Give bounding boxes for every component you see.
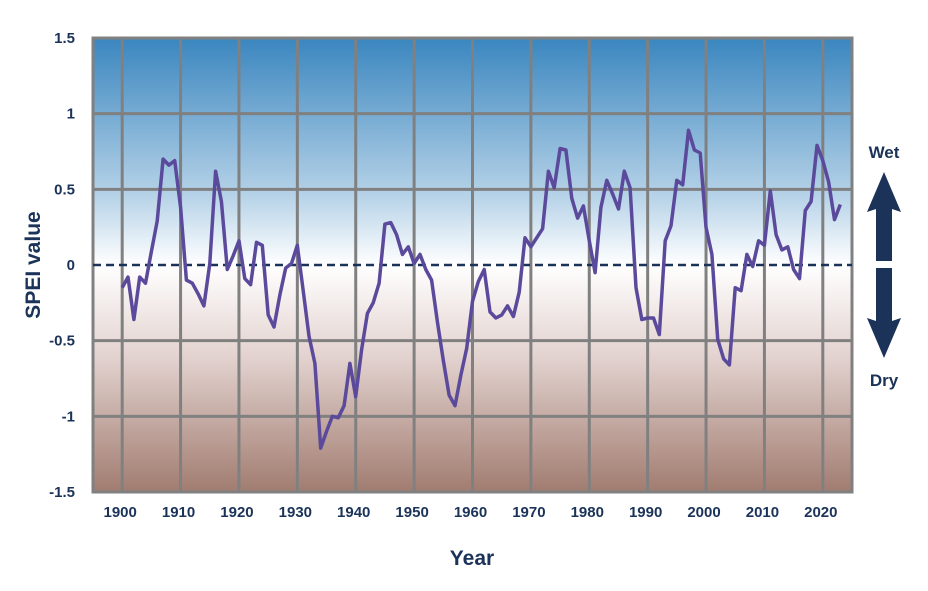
x-tick-label: 2000 (687, 504, 720, 521)
x-tick-label: 1900 (104, 504, 137, 521)
dry-down-arrow-icon (867, 268, 901, 358)
spei-series-line (120, 128, 842, 450)
x-tick-label: 1930 (279, 504, 312, 521)
y-tick-label: -1 (62, 408, 75, 425)
x-tick-label: 1960 (454, 504, 487, 521)
x-tick-label: 1950 (395, 504, 428, 521)
dry-label: Dry (870, 371, 899, 390)
y-tick-label: 1 (67, 106, 75, 123)
wet-up-arrow-icon (867, 172, 901, 261)
x-axis-label: Year (450, 547, 494, 570)
y-tick-label: -0.5 (49, 333, 75, 350)
x-tick-label: 1970 (512, 504, 545, 521)
x-tick-label: 1980 (571, 504, 604, 521)
y-tick-label: 0.5 (54, 181, 75, 198)
y-tick-label: 0 (67, 257, 75, 274)
x-tick-label: 2020 (804, 504, 837, 521)
x-tick-label: 1990 (629, 504, 662, 521)
x-tick-label: 1920 (220, 504, 253, 521)
wet-label: Wet (869, 143, 900, 162)
x-tick-labels: 1900 1910 1920 1930 1940 1950 1960 1970 1980 1990… (104, 504, 838, 521)
y-tick-label: 1.5 (54, 30, 75, 47)
x-tick-label: 1940 (337, 504, 370, 521)
y-tick-label: -1.5 (49, 484, 75, 501)
x-tick-label: 1910 (162, 504, 195, 521)
y-tick-labels: 1.5 1 0.5 0 -0.5 -1 -1.5 (49, 30, 75, 501)
y-axis-label: SPEI value (22, 211, 45, 318)
x-tick-label: 2010 (746, 504, 779, 521)
